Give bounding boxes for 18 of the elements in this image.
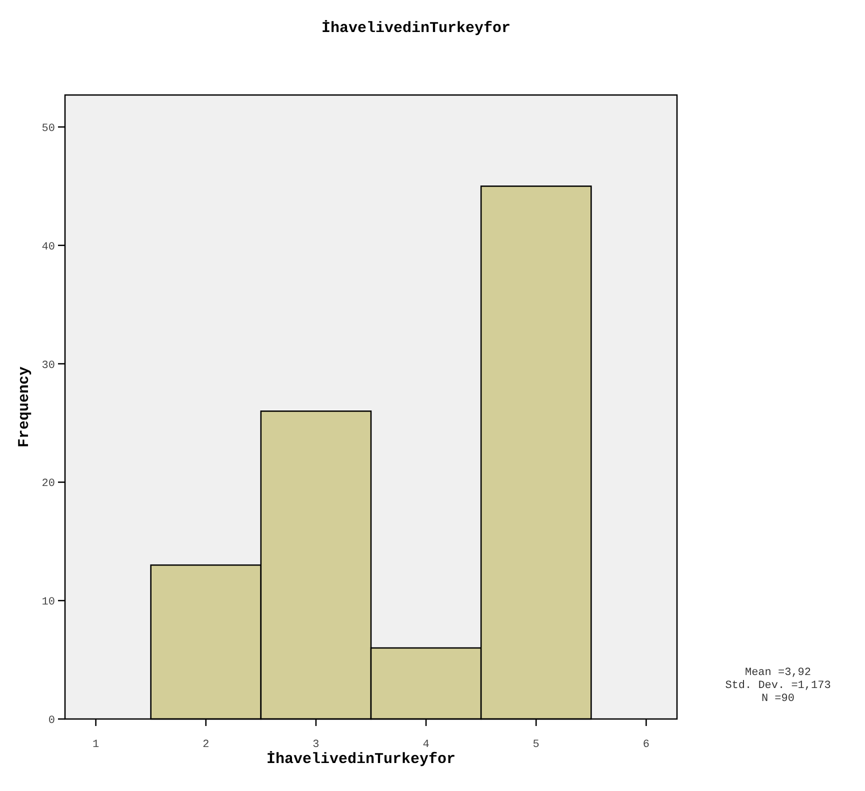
y-tick-label: 10	[42, 596, 55, 609]
x-tick-label: 1	[92, 739, 100, 751]
x-tick-label: 2	[202, 739, 210, 751]
x-tick-label: 3	[312, 739, 320, 751]
y-tick-label: 30	[42, 360, 55, 372]
y-axis-title: Frequency	[16, 366, 33, 448]
x-tick-label: 4	[422, 739, 430, 751]
y-tick-label: 0	[48, 715, 55, 727]
text: Std. Dev. =1,173	[725, 680, 831, 692]
x-tick-label: 5	[532, 739, 540, 751]
y-tick-label: 40	[42, 241, 55, 254]
y-tick-label: 50	[42, 122, 55, 135]
chart-title: İhavelivedinTurkeyfor	[321, 20, 511, 37]
text: N =90	[761, 693, 795, 705]
x-tick-label: 6	[642, 739, 650, 751]
y-tick-label: 20	[42, 478, 55, 490]
x-axis-title: İhavelivedinTurkeyfor	[266, 751, 456, 768]
text: Mean =3,92	[744, 667, 812, 679]
